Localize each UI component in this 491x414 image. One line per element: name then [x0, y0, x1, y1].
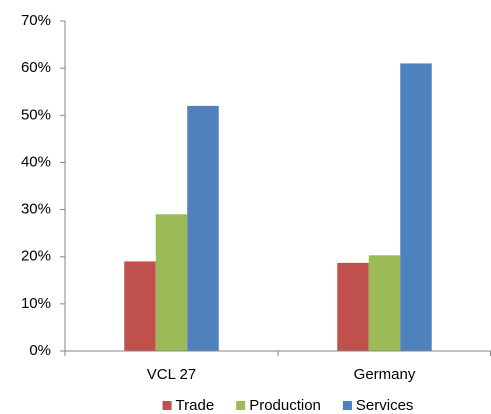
x-tick-label: Germany	[354, 366, 416, 383]
legend-swatch	[342, 401, 352, 410]
y-tick-label: 70%	[21, 12, 51, 29]
y-tick-label: 50%	[21, 106, 51, 123]
legend-label: Services	[356, 397, 414, 414]
bar	[400, 63, 432, 352]
bar	[124, 261, 156, 351]
y-tick-label: 30%	[21, 201, 51, 218]
x-tick-label: VCL 27	[147, 366, 196, 383]
legend-label: Trade	[176, 397, 215, 414]
bar	[337, 262, 369, 351]
y-tick-label: 20%	[21, 248, 51, 265]
y-tick-label: 60%	[21, 59, 51, 76]
y-tick-label: 40%	[21, 153, 51, 170]
legend-label: Production	[249, 397, 321, 414]
bar	[187, 105, 219, 351]
bar	[155, 214, 188, 351]
bar	[368, 255, 401, 351]
y-tick-label: 0%	[29, 342, 51, 359]
y-tick-label: 10%	[21, 295, 51, 312]
legend-swatch	[236, 401, 246, 410]
legend-swatch	[162, 401, 172, 410]
